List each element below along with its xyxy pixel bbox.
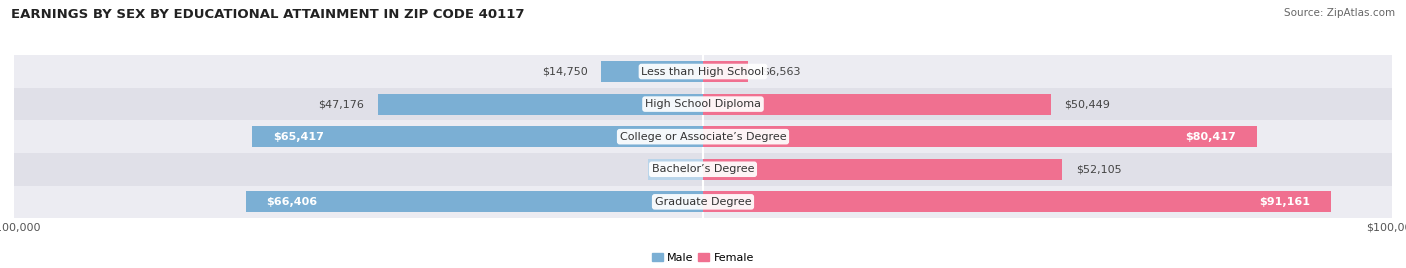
Text: $66,406: $66,406 [266, 197, 318, 207]
Text: High School Diploma: High School Diploma [645, 99, 761, 109]
Text: College or Associate’s Degree: College or Associate’s Degree [620, 132, 786, 142]
Text: Source: ZipAtlas.com: Source: ZipAtlas.com [1284, 8, 1395, 18]
Text: $65,417: $65,417 [273, 132, 323, 142]
Bar [14, 153, 1392, 185]
Text: $80,417: $80,417 [1185, 132, 1236, 142]
Bar [246, 191, 703, 213]
Text: $6,563: $6,563 [762, 66, 800, 77]
Bar [14, 120, 1392, 153]
Text: EARNINGS BY SEX BY EDUCATIONAL ATTAINMENT IN ZIP CODE 40117: EARNINGS BY SEX BY EDUCATIONAL ATTAINMEN… [11, 8, 524, 21]
Text: Graduate Degree: Graduate Degree [655, 197, 751, 207]
Bar [703, 61, 748, 82]
Bar [703, 159, 1062, 180]
Text: Less than High School: Less than High School [641, 66, 765, 77]
Bar [378, 94, 703, 115]
Text: $14,750: $14,750 [541, 66, 588, 77]
Text: $52,105: $52,105 [1076, 164, 1122, 174]
Bar [703, 126, 1257, 147]
Bar [602, 61, 703, 82]
Bar [648, 159, 703, 180]
Bar [14, 88, 1392, 120]
Text: $91,161: $91,161 [1260, 197, 1310, 207]
Bar [703, 94, 1050, 115]
Bar [703, 191, 1331, 213]
Text: $0: $0 [679, 164, 693, 174]
Bar [252, 126, 703, 147]
Text: $50,449: $50,449 [1064, 99, 1111, 109]
Text: Bachelor’s Degree: Bachelor’s Degree [652, 164, 754, 174]
Bar [14, 55, 1392, 88]
Text: $47,176: $47,176 [318, 99, 364, 109]
Bar [14, 185, 1392, 218]
Legend: Male, Female: Male, Female [647, 248, 759, 267]
